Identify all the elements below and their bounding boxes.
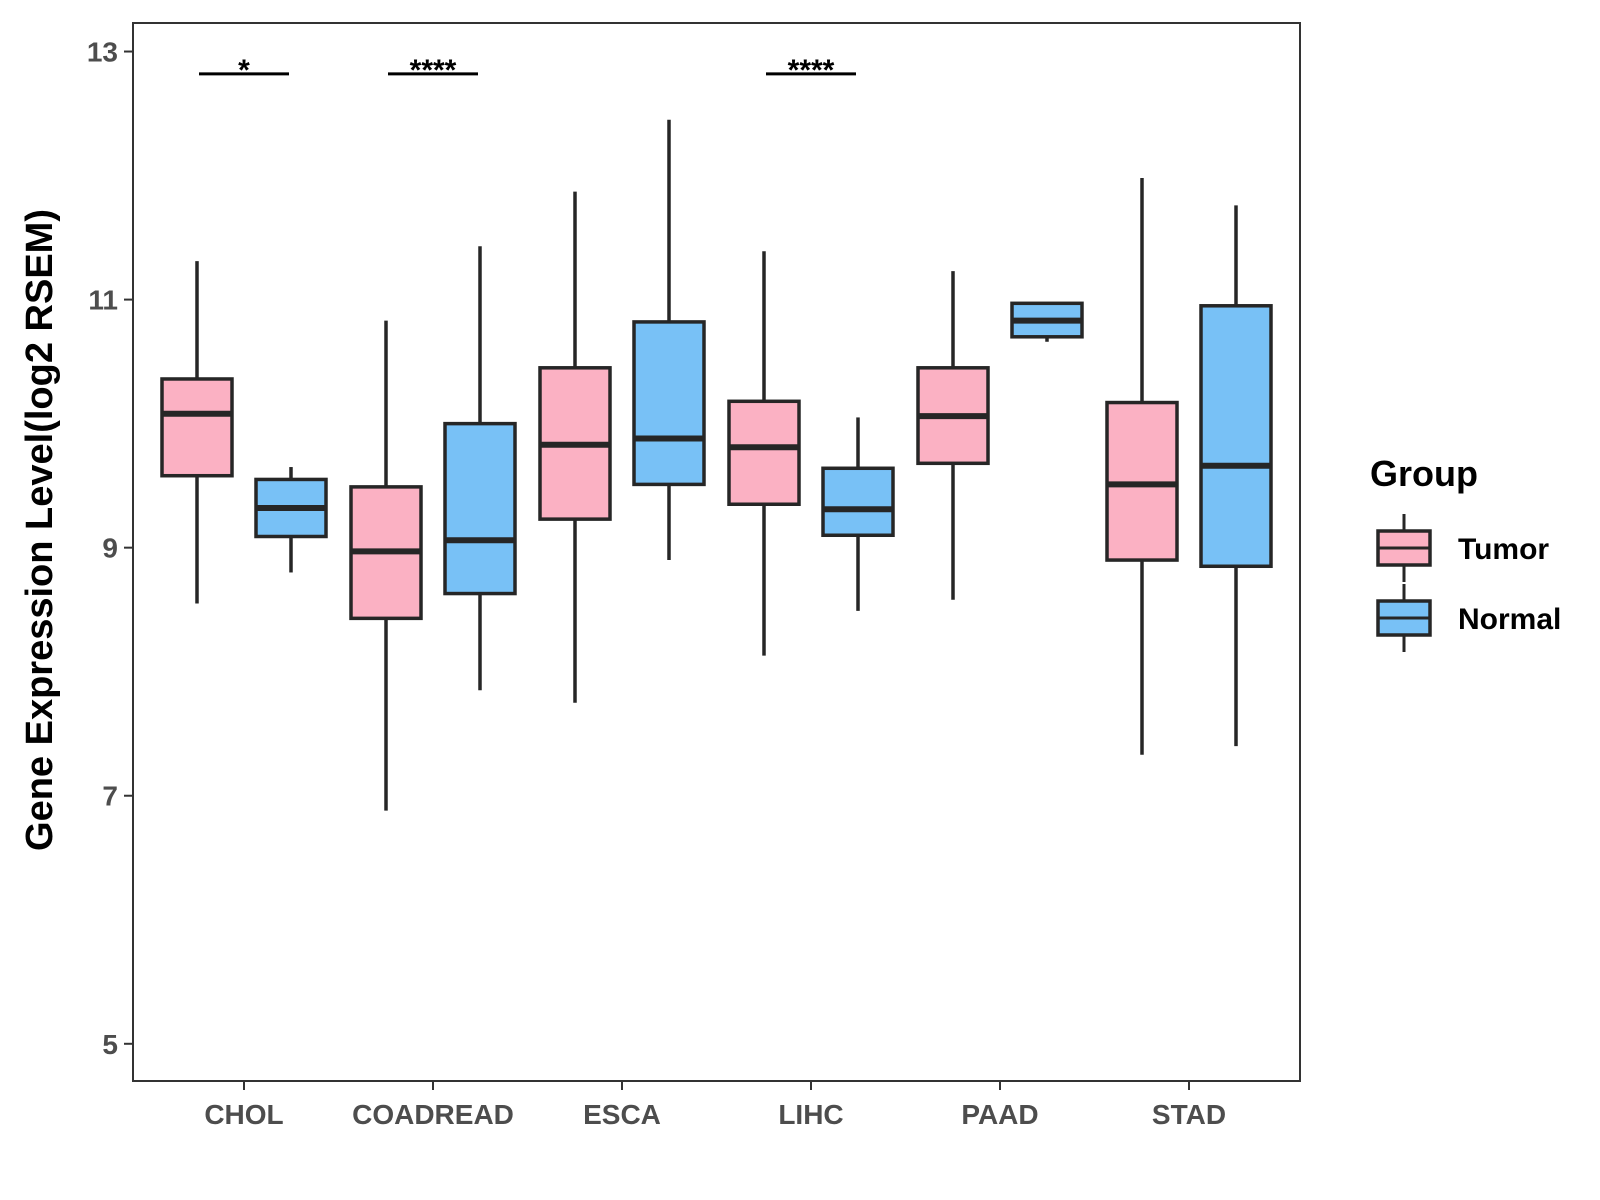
iqr-box [443, 421, 517, 596]
box-tumor-esca [538, 191, 612, 703]
box-tumor-lihc [727, 251, 801, 656]
significance-label: **** [410, 54, 457, 87]
y-tick-label: 11 [88, 285, 118, 316]
iqr-box [821, 466, 895, 538]
x-tick-label: STAD [1152, 1099, 1226, 1130]
x-tick-label: COADREAD [352, 1099, 514, 1130]
x-tick-label: LIHC [778, 1099, 843, 1130]
x-tick-label: CHOL [204, 1099, 283, 1130]
box-tumor-chol [160, 261, 234, 604]
iqr-box [632, 320, 706, 487]
legend-key-tumor [1376, 514, 1432, 582]
box-normal-chol [254, 467, 328, 573]
legend: Group Tumor Normal [1370, 453, 1561, 652]
significance-annotations: * **** **** [199, 54, 856, 87]
iqr-box [160, 377, 234, 478]
legend-label-tumor: Tumor [1458, 533, 1549, 566]
box-normal-paad [1010, 301, 1084, 342]
x-tick-label: ESCA [583, 1099, 661, 1130]
iqr-box [1199, 304, 1273, 569]
box-tumor-stad [1105, 178, 1179, 755]
box-normal-stad [1199, 205, 1273, 747]
y-tick-label: 7 [102, 781, 118, 812]
legend-key-normal [1376, 584, 1432, 652]
y-tick-label: 5 [102, 1029, 118, 1060]
y-tick-label: 13 [87, 37, 118, 68]
legend-title: Group [1370, 453, 1478, 494]
box-normal-lihc [821, 417, 895, 611]
box-normal-coadread [443, 246, 517, 691]
box-tumor-paad [916, 271, 990, 600]
iqr-box [727, 399, 801, 506]
y-tick-label: 9 [102, 533, 118, 564]
y-axis-title: Gene Expression Level(log2 RSEM) [19, 209, 61, 851]
x-tick-label: PAAD [961, 1099, 1038, 1130]
box-tumor-coadread [349, 320, 423, 811]
significance-label: * [238, 54, 250, 87]
iqr-box [1105, 400, 1179, 562]
y-axis: 5 7 9 11 13 [87, 37, 133, 1060]
x-axis: CHOL COADREAD ESCA LIHC PAAD STAD [204, 1081, 1226, 1130]
box-series [160, 119, 1273, 811]
significance-label: **** [788, 54, 835, 87]
box-normal-esca [632, 119, 706, 561]
legend-label-normal: Normal [1458, 603, 1561, 636]
